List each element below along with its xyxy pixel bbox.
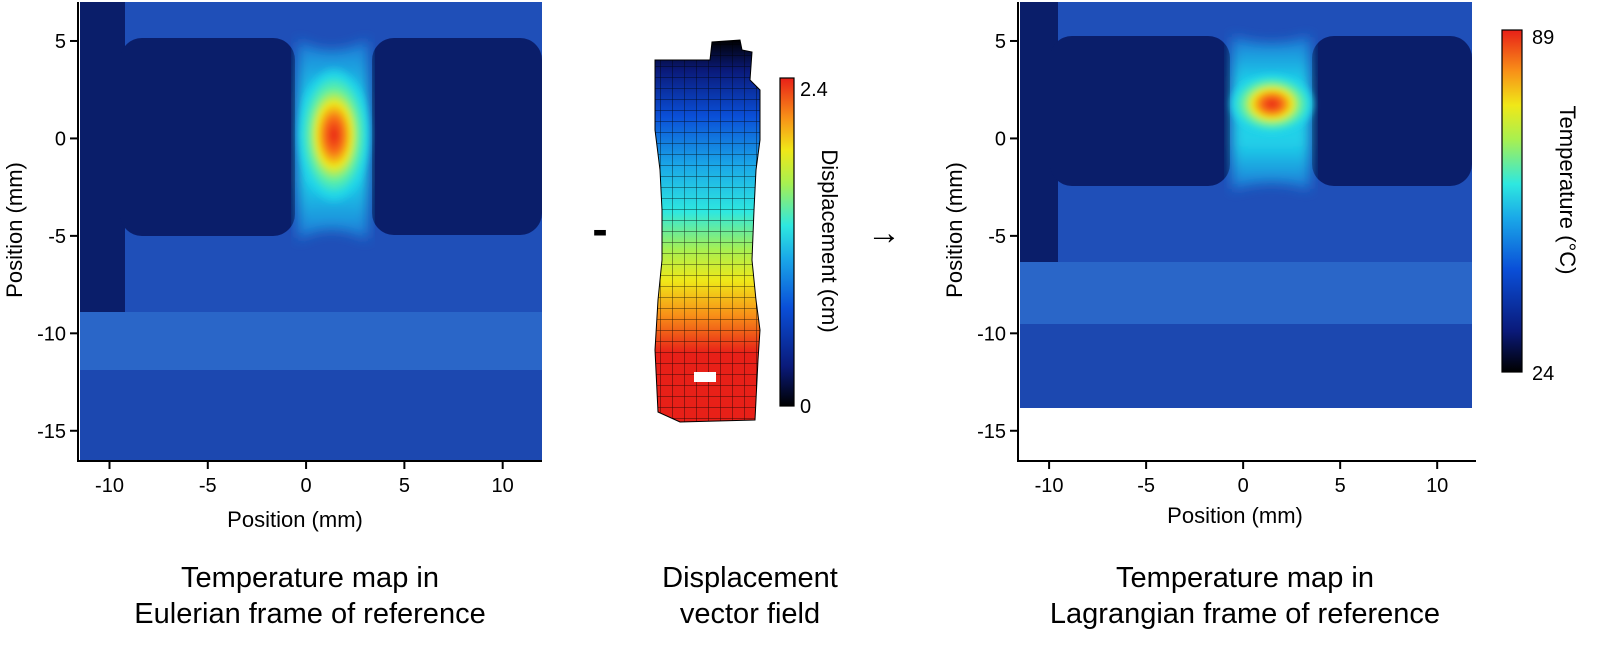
minus-operator: - (592, 203, 607, 255)
lagrangian-y-tick-label: -5 (988, 226, 1006, 248)
lagrangian-x-tick-label: -10 (1035, 475, 1064, 497)
eulerian-x-tick-label: 5 (399, 475, 410, 497)
lagrangian-x-tick-label: 0 (1238, 475, 1249, 497)
eulerian-y-tick-label: -10 (37, 323, 66, 345)
temperature-colorbar-label: Temperature (°C) (1555, 106, 1580, 275)
displacement-colorbar-label: Displacement (cm) (817, 149, 842, 332)
eulerian-x-tick-label: -5 (199, 475, 217, 497)
lagrangian-y-tick-label: -15 (977, 421, 1006, 443)
eulerian-left-grip (120, 38, 295, 236)
eulerian-left-strip (80, 2, 125, 312)
temperature-colorbar-gradient (1501, 29, 1523, 373)
displacement-colorbar-gradient (779, 77, 795, 407)
temperature-colorbar: 89 24 Temperature (°C) (1501, 27, 1580, 385)
lagrangian-y-tick-label: -10 (977, 323, 1006, 345)
eulerian-right-grip (372, 38, 542, 235)
lagrangian-caption-line2: Lagrangian frame of reference (1049, 598, 1441, 630)
displacement-gap (694, 372, 716, 382)
displacement-colorbar-max: 2.4 (800, 79, 828, 101)
lagrangian-caption: Temperature map in Lagrangian frame of r… (1010, 560, 1480, 632)
arrow-operator: → (867, 214, 901, 252)
displacement-caption-line2: vector field (679, 598, 821, 630)
lagrangian-caption-line1: Temperature map in (1116, 562, 1374, 594)
lagrangian-right-grip (1312, 36, 1472, 186)
eulerian-x-axis-label: Position (mm) (227, 507, 363, 532)
eulerian-x-tick-label: 0 (301, 475, 312, 497)
eulerian-caption: Temperature map in Eulerian frame of ref… (100, 560, 520, 632)
eulerian-y-axis-label: Position (mm) (2, 162, 27, 298)
displacement-caption-line1: Displacement (662, 562, 838, 594)
eulerian-heatmap (80, 2, 542, 460)
lagrangian-x-tick-label: 10 (1426, 475, 1448, 497)
temperature-colorbar-max: 89 (1532, 27, 1554, 49)
lagrangian-x-axis-label: Position (mm) (1167, 503, 1303, 528)
displacement-caption: Displacement vector field (590, 560, 910, 632)
displacement-colorbar: 2.4 0 Displacement (cm) (779, 77, 842, 418)
eulerian-axes: -10 -5 0 5 10 5 0 -5 -10 -15 Position (mm) Posit… (2, 2, 542, 532)
displacement-grid-mesh (655, 40, 760, 422)
eulerian-lower-band (80, 312, 542, 370)
lagrangian-y-tick-label: 5 (995, 31, 1006, 53)
eulerian-caption-line2: Eulerian frame of reference (134, 598, 486, 630)
eulerian-y-tick-label: -15 (37, 421, 66, 443)
lagrangian-x-tick-label: 5 (1335, 475, 1346, 497)
lagrangian-lower-band (1020, 262, 1472, 324)
eulerian-caption-line1: Temperature map in (181, 562, 439, 594)
lagrangian-y-axis-label: Position (mm) (942, 162, 967, 298)
lagrangian-axes: -10 -5 0 5 10 5 0 -5 -10 -15 Position (mm) Posit… (942, 2, 1476, 528)
lagrangian-hotspot (1228, 72, 1316, 136)
lagrangian-x-tick-label: -5 (1137, 475, 1155, 497)
eulerian-x-tick-label: 10 (492, 475, 514, 497)
lagrangian-heatmap (1020, 2, 1472, 408)
lagrangian-y-tick-label: 0 (995, 128, 1006, 150)
displacement-colorbar-min: 0 (800, 396, 811, 418)
eulerian-y-tick-label: 5 (55, 31, 66, 53)
eulerian-hotspot (296, 65, 372, 205)
displacement-field (654, 39, 761, 423)
eulerian-y-tick-label: 0 (55, 128, 66, 150)
temperature-colorbar-min: 24 (1532, 363, 1554, 385)
eulerian-y-tick-label: -5 (48, 226, 66, 248)
eulerian-x-tick-label: -10 (95, 475, 124, 497)
lagrangian-left-grip (1050, 36, 1230, 186)
